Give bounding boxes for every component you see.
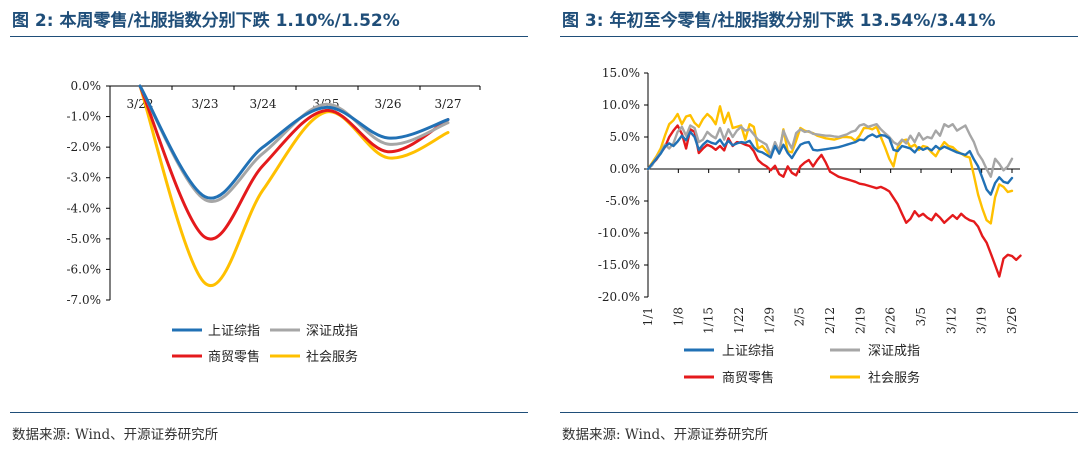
series-line-1 [138, 84, 450, 200]
right-source-rule [560, 412, 1078, 413]
series-line-4 [138, 84, 450, 287]
data-point [262, 164, 264, 166]
y-tick-label: 10.0% [602, 98, 640, 112]
data-point [447, 118, 449, 120]
y-tick-label: -2.0% [66, 140, 101, 154]
legend-label: 上证综指 [722, 344, 774, 359]
x-tick-label: 2/5 [793, 307, 807, 326]
legend-label: 社会服务 [306, 349, 358, 365]
data-point [387, 157, 389, 159]
data-point [262, 152, 264, 154]
series-line-3 [138, 84, 450, 241]
data-point [262, 146, 264, 148]
y-tick-label: -5.0% [66, 232, 101, 246]
x-tick-label: 3/26 [1005, 307, 1019, 334]
x-tick-label: 1/29 [762, 307, 776, 334]
y-tick-label: 15.0% [602, 66, 640, 80]
data-point [204, 282, 206, 284]
data-point [139, 85, 141, 87]
x-tick-label: 1/8 [671, 307, 685, 326]
data-point [387, 143, 389, 145]
series-line-2 [646, 123, 1014, 178]
y-tick-label: -6.0% [66, 262, 101, 276]
x-tick-label: 1/1 [641, 307, 655, 326]
right-figure-panel: 图 3: 年初至今零售/社服指数分别下跌 13.54%/3.41% 15.0% 1… [550, 0, 1080, 450]
left-figure-title: 图 2: 本周零售/社服指数分别下跌 1.10%/1.52% [12, 11, 400, 31]
x-tick-label: 1/22 [732, 307, 746, 334]
left-source-note: 数据来源: Wind、开源证券研究所 [12, 427, 219, 443]
data-point [204, 236, 206, 238]
data-point [325, 109, 327, 111]
y-tick-label: -3.0% [66, 171, 101, 185]
x-tick-label: 3/26 [375, 97, 402, 111]
series-line-1 [646, 130, 1014, 196]
y-tick-label: -15.0% [598, 258, 640, 272]
data-point [204, 199, 206, 201]
legend-label: 商贸零售 [208, 349, 260, 365]
data-point [447, 121, 449, 123]
legend-label: 深证成指 [306, 324, 358, 339]
y-tick-label: 5.0% [610, 130, 641, 144]
data-point [204, 195, 206, 197]
legend-label: 社会服务 [868, 370, 920, 386]
left-title-rule [10, 36, 528, 37]
x-tick-label: 3/19 [975, 307, 989, 334]
right-figure-title: 图 3: 年初至今零售/社服指数分别下跌 13.54%/3.41% [562, 11, 996, 31]
legend-label: 上证综指 [208, 324, 260, 339]
left-source-rule [10, 412, 528, 413]
data-point [447, 131, 449, 133]
x-tick-label: 3/5 [914, 307, 928, 326]
weekly-change-chart: 0.0% -1.0% -2.0% -3.0% -4.0% -5.0% -6.0% -7.0% 3… [66, 79, 481, 365]
y-tick-label: 0.0% [71, 79, 102, 93]
data-point [325, 103, 327, 105]
legend-label: 深证成指 [868, 344, 920, 359]
y-tick-label: -10.0% [598, 226, 640, 240]
right-source-note: 数据来源: Wind、开源证券研究所 [562, 427, 769, 443]
x-tick-label: 1/15 [702, 307, 716, 334]
left-figure-panel: 图 2: 本周零售/社服指数分别下跌 1.10%/1.52% 0.0% -1.0%… [0, 0, 530, 450]
y-tick-label: -4.0% [66, 201, 101, 215]
data-point [387, 151, 389, 153]
data-point [387, 137, 389, 139]
y-tick-label: 0.0% [610, 162, 641, 176]
y-tick-label: -20.0% [598, 290, 640, 304]
x-tick-label: 2/12 [823, 307, 837, 334]
x-tick-label: 2/19 [853, 307, 867, 334]
x-tick-label: 2/26 [884, 307, 898, 334]
x-tick-label: 3/27 [435, 97, 462, 111]
legend-label: 商贸零售 [722, 370, 774, 386]
x-tick-label: 3/24 [250, 97, 277, 111]
data-point [325, 106, 327, 108]
x-tick-label: 3/12 [944, 307, 958, 334]
series-line-4 [646, 105, 1014, 225]
ytd-change-chart: 15.0% 10.0% 5.0% 0.0% -5.0% -10.0% -15.0% -20.0… [598, 66, 1022, 386]
y-tick-label: -7.0% [66, 293, 101, 307]
y-tick-label: -1.0% [66, 110, 101, 124]
x-tick-label: 3/23 [192, 97, 219, 111]
series-line-3 [646, 124, 1022, 278]
right-title-rule [560, 36, 1078, 37]
y-tick-label: -5.0% [605, 194, 640, 208]
data-point [262, 189, 264, 191]
